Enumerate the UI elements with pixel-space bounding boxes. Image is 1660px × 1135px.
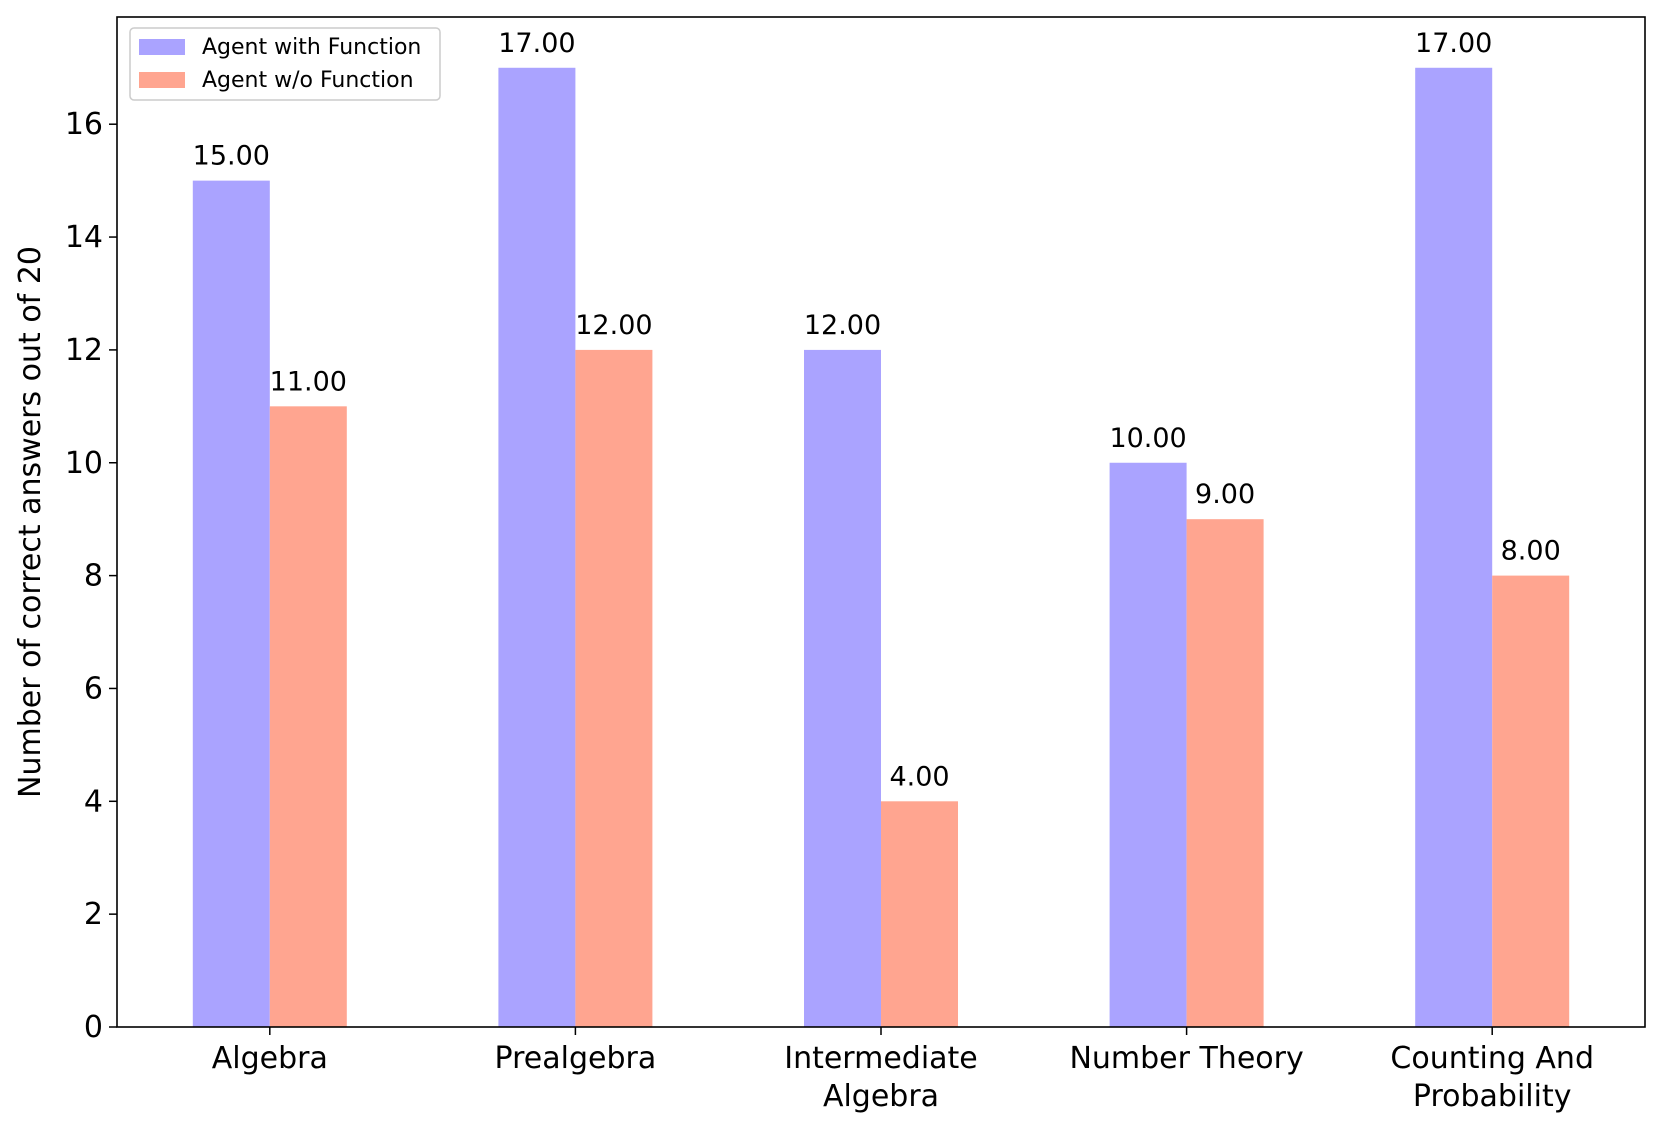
x-tick-label: Probability <box>1413 1079 1572 1114</box>
y-axis-title: Number of correct answers out of 20 <box>13 246 48 798</box>
bar-series1-cat3 <box>804 349 881 1027</box>
legend-swatch <box>139 72 185 88</box>
data-labels-layer: 15.00 17.00 12.00 10.00 17.00 11.00 12.00 4.00 9… <box>193 28 1561 793</box>
data-label-series2-cat2: 12.00 <box>575 310 652 341</box>
y-tick-label: 16 <box>65 107 103 142</box>
y-tick-label: 4 <box>84 784 103 819</box>
data-label-series1-cat1: 15.00 <box>193 141 270 172</box>
x-tick-label: Prealgebra <box>495 1041 657 1076</box>
axes-layer: 0 2 4 6 8 10 12 14 16 Algebra Prealgebra Intermedia… <box>65 16 1646 1114</box>
bar-series2-cat2 <box>575 349 653 1027</box>
y-tick-label: 0 <box>84 1010 103 1045</box>
bar-series2-cat1 <box>269 406 347 1028</box>
y-tick-label: 8 <box>84 559 103 594</box>
bar-series2-cat4 <box>1186 519 1264 1027</box>
data-label-series1-cat4: 10.00 <box>1109 423 1186 454</box>
y-tick-label: 2 <box>84 897 103 932</box>
legend: Agent with Function Agent w/o Function <box>129 27 441 101</box>
data-label-series2-cat4: 9.00 <box>1195 479 1255 510</box>
bar-series2-cat3 <box>881 801 958 1027</box>
x-tick-label: Number Theory <box>1069 1041 1303 1076</box>
data-label-series2-cat1: 11.00 <box>270 366 347 397</box>
y-tick-label: 12 <box>65 333 103 368</box>
data-label-series1-cat5: 17.00 <box>1415 28 1492 59</box>
bar-series1-cat4 <box>1109 462 1187 1028</box>
x-tick-label: Counting And <box>1390 1041 1594 1076</box>
legend-box <box>129 27 441 101</box>
bar-series1-cat1 <box>192 180 270 1027</box>
y-tick-label: 14 <box>65 220 103 255</box>
plot-frame <box>116 16 1646 1028</box>
legend-swatch <box>139 39 185 55</box>
legend-label: Agent w/o Function <box>202 68 414 93</box>
data-label-series1-cat2: 17.00 <box>498 28 575 59</box>
bar-series2-cat5 <box>1492 575 1570 1027</box>
y-tick-label: 10 <box>65 446 103 481</box>
data-label-series1-cat3: 12.00 <box>804 310 881 341</box>
y-tick-label: 6 <box>84 671 103 706</box>
bar-series1-cat5 <box>1415 67 1493 1028</box>
bars-layer <box>192 67 1570 1028</box>
legend-label: Agent with Function <box>202 35 421 60</box>
bar-series1-cat2 <box>498 67 576 1028</box>
data-label-series2-cat3: 4.00 <box>889 761 949 792</box>
x-tick-label: Algebra <box>212 1041 328 1076</box>
x-tick-label: Intermediate <box>784 1041 978 1076</box>
data-label-series2-cat5: 8.00 <box>1501 536 1561 567</box>
x-tick-label: Algebra <box>823 1079 939 1114</box>
